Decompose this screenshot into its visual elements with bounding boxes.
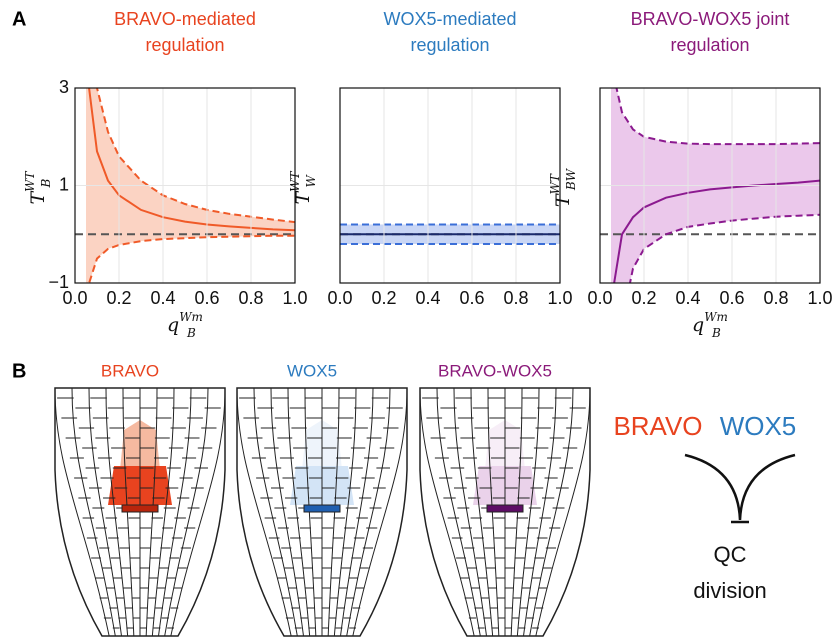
chart-title: regulation <box>145 35 224 55</box>
chart-title: regulation <box>410 35 489 55</box>
label-sub: BW <box>564 167 578 191</box>
target-label: division <box>693 578 766 603</box>
figure: A B BRAVO-mediated regulation 0.0 0.2 0.4 0.6… <box>0 0 836 640</box>
panel-label: A <box>12 8 26 30</box>
chart-title: BRAVO-mediated <box>114 9 256 29</box>
label-sup: Wm <box>179 310 203 324</box>
cell-wall <box>346 388 390 640</box>
x-tick-label: 0.0 <box>327 288 352 308</box>
label-sup: WT <box>288 170 302 191</box>
x-tick-label: 0.8 <box>238 288 263 308</box>
bound-line <box>611 215 820 527</box>
plot-area <box>340 225 560 245</box>
chart-title: regulation <box>670 35 749 55</box>
x-tick-label: 0.6 <box>719 288 744 308</box>
x-tick-label: 0.8 <box>503 288 528 308</box>
label-base: q <box>692 314 704 336</box>
qc-cell <box>122 505 158 512</box>
cell-wall <box>254 388 298 640</box>
x-tick-label: 1.0 <box>807 288 832 308</box>
label-sup: WT <box>548 173 562 194</box>
y-tick-label: 3 <box>59 77 69 97</box>
axis-label: qWm B <box>167 310 203 340</box>
x-tick-label: 0.2 <box>371 288 396 308</box>
target-label: QC <box>714 542 747 567</box>
cell-wall <box>170 388 225 640</box>
label-sub: B <box>711 326 721 340</box>
y-tick-label: −1 <box>48 272 69 292</box>
cell-wall <box>437 388 481 640</box>
cell-wall <box>523 388 556 640</box>
cell-wall <box>352 388 407 640</box>
root <box>420 388 590 640</box>
x-tick-label: 0.8 <box>763 288 788 308</box>
cell-wall <box>237 388 292 640</box>
x-tick-label: 0.4 <box>415 288 440 308</box>
panel-label: B <box>12 360 26 382</box>
root-title: BRAVO-WOX5 <box>438 361 552 380</box>
regulator-label: BRAVO <box>613 411 702 441</box>
label-sub: W <box>304 173 318 187</box>
bound-line <box>611 64 820 145</box>
cell-wall <box>158 388 191 640</box>
cell-wall <box>340 388 373 640</box>
x-tick-label: 0.4 <box>150 288 175 308</box>
cell-wall <box>529 388 573 640</box>
regulator-label: WOX5 <box>720 411 797 441</box>
label-sup: WT <box>23 170 37 191</box>
qc-cell <box>487 505 523 512</box>
qc-cell <box>304 505 340 512</box>
x-tick-label: 0.4 <box>675 288 700 308</box>
x-tick-label: 0.2 <box>106 288 131 308</box>
arrow <box>685 455 795 520</box>
y-tick-label: 1 <box>59 174 69 194</box>
chart-title: BRAVO-WOX5 joint <box>631 9 790 29</box>
label-sub: B <box>39 178 53 188</box>
cell-wall <box>420 388 475 640</box>
label-sup: Wm <box>704 310 728 324</box>
root-title: WOX5 <box>287 361 337 380</box>
cell-wall <box>454 388 487 640</box>
cell-wall <box>55 388 110 640</box>
label-sub: B <box>186 326 196 340</box>
chart-title: WOX5-mediated <box>383 9 516 29</box>
root <box>55 388 225 640</box>
x-tick-label: 1.0 <box>547 288 572 308</box>
x-tick-label: 0.0 <box>587 288 612 308</box>
x-tick-label: 0.6 <box>194 288 219 308</box>
label-base: q <box>167 314 179 336</box>
root-title: BRAVO <box>101 361 159 380</box>
cell-wall <box>535 388 590 640</box>
x-tick-label: 1.0 <box>282 288 307 308</box>
root <box>237 388 407 640</box>
cell-wall <box>89 388 122 640</box>
cell-wall <box>164 388 208 640</box>
cell-wall <box>271 388 304 640</box>
cell-wall <box>72 388 116 640</box>
x-tick-label: 0.6 <box>459 288 484 308</box>
axis-label: qWm B <box>692 310 728 340</box>
x-tick-label: 0.2 <box>631 288 656 308</box>
